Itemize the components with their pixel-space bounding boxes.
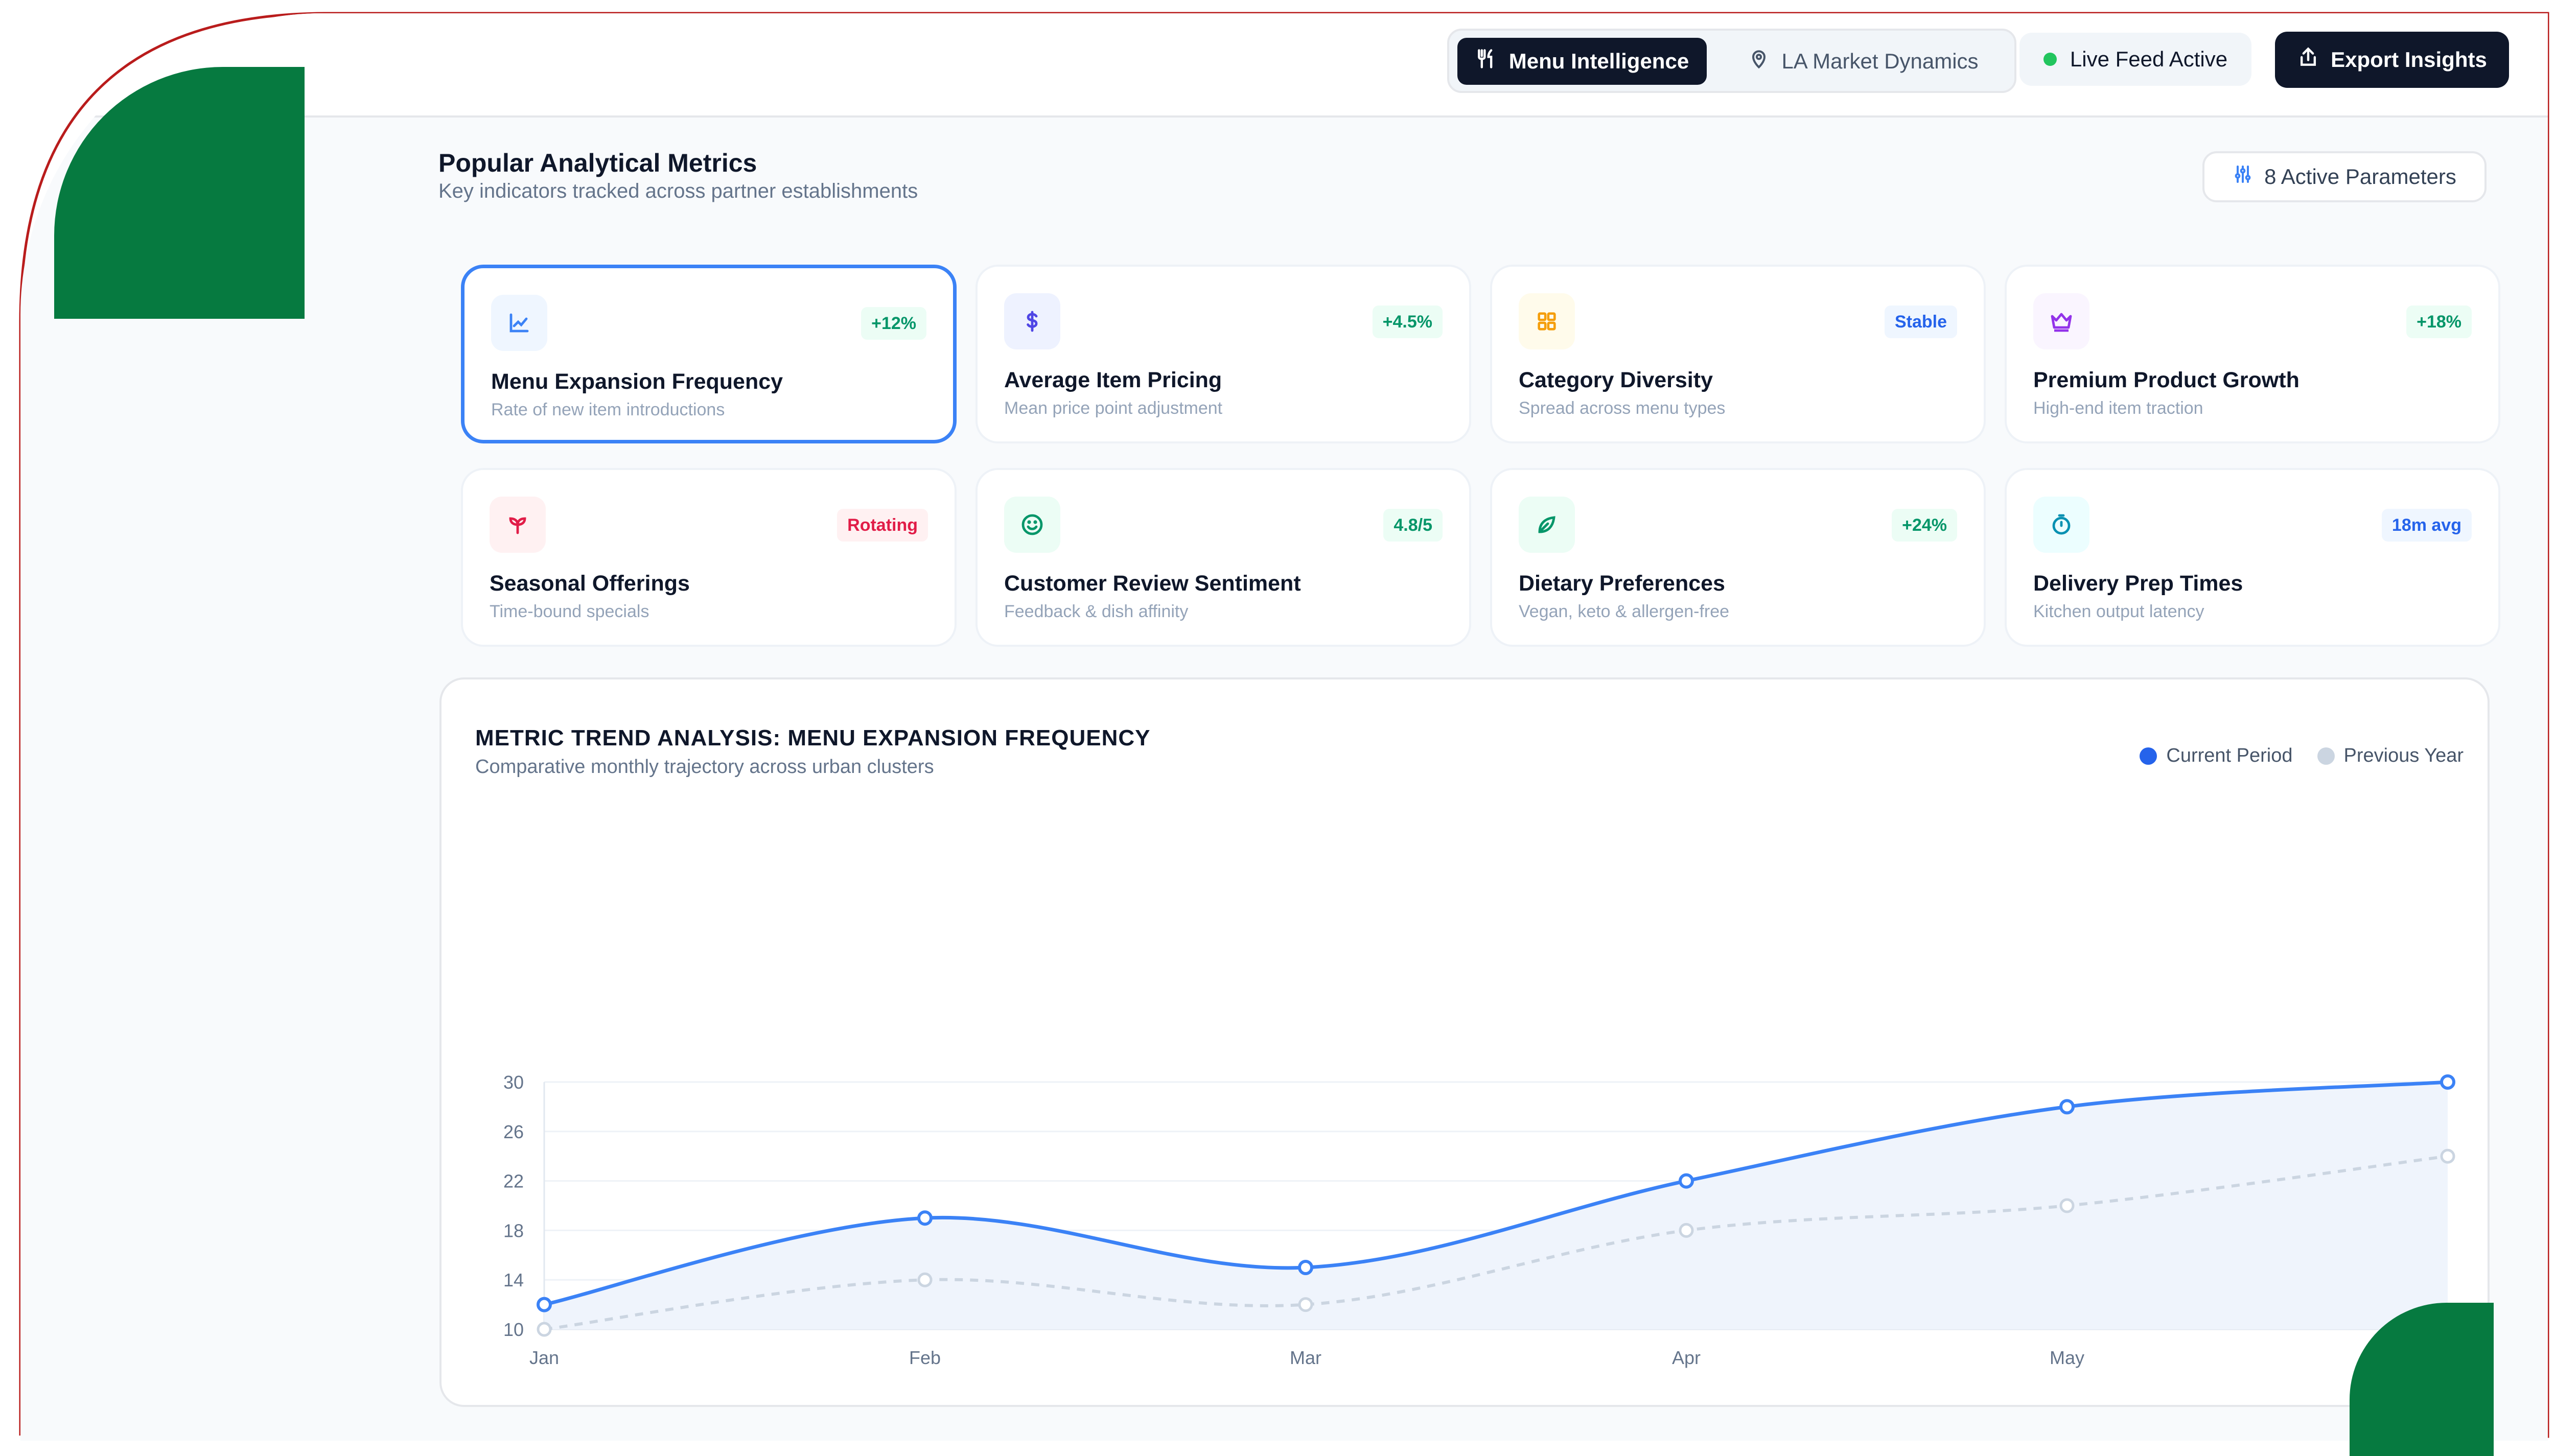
tab-label: LA Market Dynamics xyxy=(1781,49,1979,73)
y-tick-label: 14 xyxy=(503,1270,524,1290)
export-insights-button[interactable]: Export Insights xyxy=(2275,32,2509,88)
tab-label: Menu Intelligence xyxy=(1508,49,1689,73)
tab-la-market-dynamics[interactable]: LA Market Dynamics xyxy=(1720,38,2006,85)
top-toolbar: Menu Intelligence LA Market Dynamics Liv… xyxy=(20,13,2548,118)
export-label: Export Insights xyxy=(2331,48,2487,72)
chart-subtitle: Comparative monthly trajectory across ur… xyxy=(475,756,934,778)
metric-subtitle: Mean price point adjustment xyxy=(1004,398,1223,418)
metric-badge: Rotating xyxy=(837,509,928,542)
data-point-previous xyxy=(1298,1297,1313,1312)
active-parameters-button[interactable]: 8 Active Parameters xyxy=(2202,151,2487,202)
metric-card-premium-growth[interactable]: +18% Premium Product Growth High-end ite… xyxy=(2005,265,2500,443)
data-point-previous xyxy=(537,1322,552,1337)
series-line-current xyxy=(544,1080,2448,1307)
grid-icon xyxy=(1519,293,1575,349)
y-tick-label: 30 xyxy=(503,1072,524,1093)
data-point-current xyxy=(917,1210,933,1226)
legend-label-current: Current Period xyxy=(2166,745,2293,766)
metric-badge: +12% xyxy=(861,307,926,340)
timer-icon xyxy=(2033,497,2089,553)
map-pin-icon xyxy=(1748,48,1770,75)
metric-badge: +4.5% xyxy=(1372,306,1443,338)
x-tick-label: Feb xyxy=(909,1347,941,1368)
export-icon xyxy=(2297,46,2319,74)
metric-subtitle: Feedback & dish affinity xyxy=(1004,602,1189,621)
live-status-label: Live Feed Active xyxy=(2070,47,2228,71)
data-point-current xyxy=(2440,1074,2455,1090)
dollar-icon xyxy=(1004,293,1060,349)
x-tick-label: Mar xyxy=(1290,1347,1321,1368)
crown-icon xyxy=(2033,293,2089,349)
metric-badge: +24% xyxy=(1892,509,1957,542)
legend-label-previous: Previous Year xyxy=(2343,745,2464,766)
chart-title: METRIC TREND ANALYSIS: MENU EXPANSION FR… xyxy=(475,725,1151,750)
metric-title: Delivery Prep Times xyxy=(2033,571,2243,596)
metric-badge: 18m avg xyxy=(2381,509,2472,542)
view-tabs: Menu Intelligence LA Market Dynamics xyxy=(1447,29,2016,93)
y-tick-label: 22 xyxy=(503,1171,524,1192)
data-point-previous xyxy=(1679,1223,1694,1238)
metric-title: Category Diversity xyxy=(1519,368,1713,392)
metric-title: Customer Review Sentiment xyxy=(1004,571,1301,596)
live-feed-status: Live Feed Active xyxy=(2019,33,2251,86)
series-line-previous xyxy=(544,1155,2448,1331)
metric-badge: Stable xyxy=(1884,306,1957,338)
section-subtitle: Key indicators tracked across partner es… xyxy=(438,180,918,202)
legend-swatch-previous xyxy=(2317,747,2335,765)
section-title: Popular Analytical Metrics xyxy=(438,149,757,177)
x-tick-label: Apr xyxy=(1672,1347,1701,1368)
data-point-current xyxy=(537,1297,552,1312)
metric-card-average-pricing[interactable]: +4.5% Average Item Pricing Mean price po… xyxy=(975,265,1471,443)
params-label: 8 Active Parameters xyxy=(2264,165,2456,189)
metric-subtitle: Time-bound specials xyxy=(490,602,649,621)
legend-swatch-current xyxy=(2140,747,2157,765)
y-tick-label: 26 xyxy=(503,1121,524,1142)
metric-title: Seasonal Offerings xyxy=(490,571,690,596)
data-point-current xyxy=(1298,1260,1313,1275)
leaf-icon xyxy=(1519,497,1575,553)
metric-subtitle: Spread across menu types xyxy=(1519,398,1726,418)
y-tick-label: 10 xyxy=(503,1319,524,1340)
metric-title: Average Item Pricing xyxy=(1004,368,1222,392)
current-area xyxy=(544,1082,2448,1329)
metric-subtitle: High-end item traction xyxy=(2033,398,2203,418)
live-dot-icon xyxy=(2043,53,2057,66)
trend-chart-icon xyxy=(491,295,547,351)
x-tick-label: May xyxy=(2050,1347,2084,1368)
data-point-current xyxy=(1679,1173,1694,1189)
utensils-icon xyxy=(1475,48,1498,75)
tab-menu-intelligence[interactable]: Menu Intelligence xyxy=(1457,38,1707,85)
metric-card-review-sentiment[interactable]: 4.8/5 Customer Review Sentiment Feedback… xyxy=(975,468,1471,647)
metric-card-seasonal-offerings[interactable]: Rotating Seasonal Offerings Time-bound s… xyxy=(461,468,957,647)
metric-subtitle: Kitchen output latency xyxy=(2033,602,2204,621)
metric-card-dietary-preferences[interactable]: +24% Dietary Preferences Vegan, keto & a… xyxy=(1490,468,1986,647)
data-point-previous xyxy=(2059,1198,2075,1213)
metric-badge: +18% xyxy=(2406,306,2472,338)
data-point-previous xyxy=(2440,1148,2455,1164)
chart-legend: Current Period Previous Year xyxy=(2140,745,2464,767)
metric-card-menu-expansion[interactable]: +12% Menu Expansion Frequency Rate of ne… xyxy=(461,265,957,443)
data-point-current xyxy=(2059,1099,2075,1115)
metric-badge: 4.8/5 xyxy=(1383,509,1443,542)
data-point-previous xyxy=(917,1272,933,1287)
smile-icon xyxy=(1004,497,1060,553)
y-tick-label: 18 xyxy=(503,1220,524,1241)
metric-card-delivery-prep[interactable]: 18m avg Delivery Prep Times Kitchen outp… xyxy=(2005,468,2500,647)
metric-subtitle: Rate of new item introductions xyxy=(491,400,725,419)
sprout-icon xyxy=(490,497,546,553)
x-tick-label: Jan xyxy=(529,1347,559,1368)
metric-title: Menu Expansion Frequency xyxy=(491,369,783,394)
sliders-icon xyxy=(2233,164,2253,190)
metric-title: Premium Product Growth xyxy=(2033,368,2300,392)
metric-card-category-diversity[interactable]: Stable Category Diversity Spread across … xyxy=(1490,265,1986,443)
metric-subtitle: Vegan, keto & allergen-free xyxy=(1519,602,1730,621)
metric-title: Dietary Preferences xyxy=(1519,571,1725,596)
